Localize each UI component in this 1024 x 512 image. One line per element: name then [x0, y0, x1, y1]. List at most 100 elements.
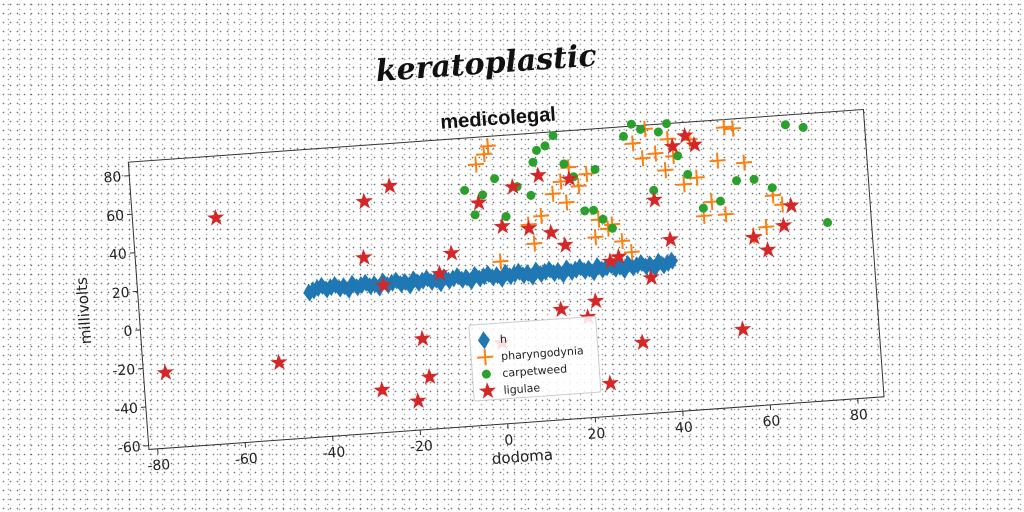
- x-tick-label: 80: [850, 407, 869, 424]
- x-tick-label: -60: [234, 451, 258, 469]
- data-point-ligulae: [354, 248, 373, 266]
- legend-label: ligulae: [503, 381, 541, 397]
- data-point-ligulae: [601, 373, 620, 392]
- data-point-ligulae: [519, 218, 538, 237]
- legend-marker-carpetweed: [481, 369, 491, 379]
- data-point-carpetweed: [470, 210, 480, 220]
- data-point-pharyngodynia: [756, 217, 776, 237]
- data-point-pharyngodynia: [466, 154, 486, 174]
- data-point-carpetweed: [618, 131, 628, 141]
- data-point-carpetweed: [698, 203, 708, 213]
- data-point-pharyngodynia: [585, 227, 606, 247]
- data-point-ligulae: [156, 363, 175, 381]
- data-point-carpetweed: [662, 119, 672, 129]
- data-point-carpetweed: [732, 176, 742, 186]
- y-tick-label: 0: [123, 324, 133, 341]
- data-point-pharyngodynia: [716, 204, 736, 224]
- data-point-carpetweed: [590, 164, 600, 174]
- data-point-pharyngodynia: [734, 153, 754, 173]
- data-point-ligulae: [633, 332, 652, 351]
- data-point-ligulae: [413, 329, 432, 347]
- data-point-ligulae: [408, 391, 428, 409]
- data-point-carpetweed: [540, 141, 550, 151]
- data-point-ligulae: [420, 367, 439, 385]
- data-point-pharyngodynia: [714, 117, 734, 137]
- data-point-carpetweed: [780, 120, 790, 130]
- data-point-carpetweed: [478, 190, 488, 200]
- y-axis-label: millivolts: [72, 276, 95, 344]
- data-point-ligulae: [733, 319, 752, 338]
- data-point-pharyngodynia: [531, 206, 551, 226]
- data-point-ligulae: [529, 165, 548, 184]
- y-tick-label: -20: [112, 362, 136, 380]
- data-point-pharyngodynia: [708, 151, 728, 171]
- data-point-carpetweed: [559, 159, 569, 169]
- data-point-ligulae: [586, 291, 605, 310]
- data-point-pharyngodynia: [543, 184, 563, 204]
- data-point-ligulae: [442, 243, 461, 262]
- data-point-ligulae: [551, 299, 571, 318]
- data-point-carpetweed: [683, 169, 693, 179]
- x-axis-label: dodoma: [491, 446, 553, 468]
- data-point-pharyngodynia: [474, 144, 494, 164]
- data-point-carpetweed: [589, 205, 599, 215]
- data-point-carpetweed: [531, 145, 541, 155]
- chart-title: medicolegal: [440, 104, 557, 134]
- y-axis: -60 -40 -20 0 20 40 60 80: [103, 169, 149, 457]
- data-point-ligulae: [355, 191, 374, 210]
- data-point-carpetweed: [548, 131, 558, 141]
- data-point-ligulae: [372, 380, 392, 398]
- data-point-pharyngodynia: [478, 136, 498, 156]
- data-point-ligulae: [206, 208, 225, 226]
- x-tick-label: 60: [762, 413, 781, 430]
- y-tick-label: -40: [115, 401, 139, 419]
- data-point-carpetweed: [607, 223, 617, 233]
- data-point-carpetweed: [798, 122, 808, 132]
- data-point-carpetweed: [823, 218, 833, 228]
- x-axis: -80 -60 -40 -20 0 20 40 60 80: [147, 398, 869, 475]
- data-point-carpetweed: [767, 183, 777, 193]
- data-point-ligulae: [781, 196, 801, 214]
- data-point-carpetweed: [649, 185, 659, 195]
- data-point-carpetweed: [501, 212, 511, 222]
- data-point-carpetweed: [580, 206, 590, 216]
- y-tick-label: 60: [106, 208, 125, 225]
- x-tick-label: 40: [674, 420, 693, 437]
- legend-label: pharyngodynia: [501, 344, 584, 363]
- x-tick-label: -20: [409, 438, 433, 456]
- x-tick-label: -80: [147, 457, 171, 475]
- data-point-pharyngodynia: [612, 231, 632, 251]
- data-point-carpetweed: [598, 214, 608, 224]
- data-point-pharyngodynia: [633, 148, 653, 168]
- data-point-pharyngodynia: [557, 192, 577, 213]
- data-point-carpetweed: [528, 157, 538, 167]
- x-tick-label: 0: [504, 432, 514, 449]
- y-tick-label: -60: [117, 439, 141, 457]
- data-marks: [156, 117, 833, 409]
- x-tick-label: 20: [587, 426, 606, 443]
- data-point-carpetweed: [636, 124, 646, 134]
- data-point-ligulae: [645, 190, 664, 208]
- chart-root: keratoplastic medicolegal -60 -40 -20 0 20 40…: [72, 38, 885, 475]
- data-point-carpetweed: [673, 151, 683, 161]
- legend-label: h: [499, 333, 507, 346]
- data-point-carpetweed: [526, 190, 536, 200]
- y-tick-label: 80: [103, 169, 122, 186]
- data-point-pharyngodynia: [524, 233, 544, 254]
- legend-box: [468, 315, 602, 402]
- y-tick-label: 20: [111, 285, 130, 302]
- data-point-carpetweed: [490, 174, 500, 184]
- data-point-pharyngodynia: [723, 118, 743, 139]
- series-carpetweed: [460, 119, 833, 233]
- data-point-carpetweed: [715, 196, 725, 206]
- data-point-carpetweed: [653, 127, 663, 137]
- x-tick-label: -40: [322, 444, 346, 462]
- data-point-ligulae: [541, 223, 561, 241]
- data-point-carpetweed: [626, 119, 636, 129]
- data-point-ligulae: [380, 176, 399, 194]
- data-point-pharyngodynia: [645, 143, 666, 164]
- data-point-ligulae: [269, 353, 289, 371]
- chart-suptitle: keratoplastic: [375, 38, 598, 89]
- data-point-carpetweed: [749, 174, 759, 184]
